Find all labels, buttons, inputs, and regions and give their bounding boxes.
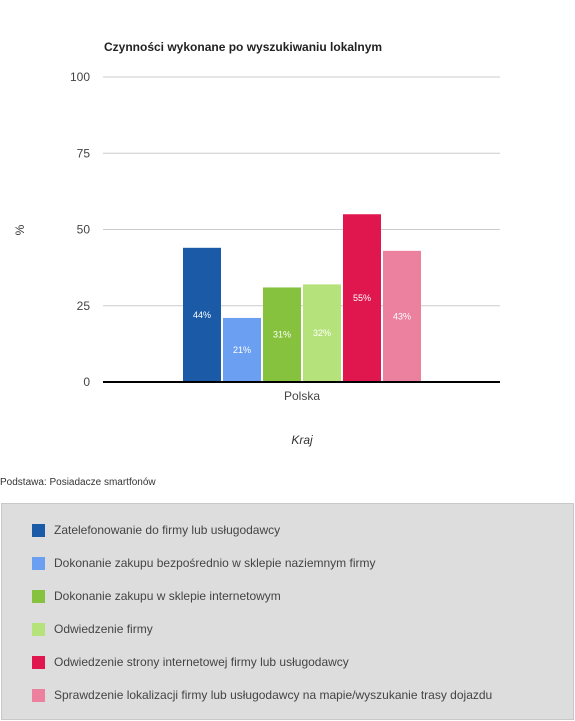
- legend-swatch: [32, 556, 45, 570]
- bar: [383, 250, 421, 382]
- data-labels: 44% 21% 31% 32% 55% 43%: [193, 293, 411, 355]
- bar: [263, 287, 301, 382]
- chart: Czynności wykonane po wyszukiwaniu lokal…: [13, 40, 500, 447]
- legend-label: Zatelefonowanie do firmy lub usługodawcy: [54, 523, 281, 537]
- y-tick-label: 0: [83, 375, 90, 389]
- y-tick-label: 75: [77, 146, 91, 160]
- x-tick-label: Polska: [284, 389, 320, 403]
- data-label: 44%: [193, 310, 211, 320]
- bar: [223, 317, 261, 382]
- y-tick-label: 100: [70, 70, 90, 84]
- legend-label: Odwiedzenie strony internetowej firmy lu…: [54, 655, 349, 669]
- y-tick-labels: 0 25 50 75 100: [70, 70, 90, 389]
- legend-label: Odwiedzenie firmy: [54, 622, 153, 636]
- legend-swatch: [32, 655, 45, 669]
- y-tick-label: 50: [77, 223, 91, 237]
- x-axis-title: Kraj: [291, 433, 313, 447]
- data-label: 31%: [273, 330, 291, 340]
- gridlines: [103, 76, 500, 307]
- legend-label: Sprawdzenie lokalizacji firmy lub usługo…: [54, 688, 493, 702]
- base-note: Podstawa: Posiadacze smartfonów: [0, 477, 156, 488]
- bars: [183, 214, 421, 382]
- legend-item: Zatelefonowanie do firmy lub usługodawcy: [32, 522, 280, 538]
- legend-item: Sprawdzenie lokalizacji firmy lub usługo…: [32, 687, 492, 703]
- legend-item: Odwiedzenie firmy: [32, 621, 153, 637]
- bar: [343, 214, 381, 382]
- legend-item: Odwiedzenie strony internetowej firmy lu…: [32, 654, 349, 670]
- legend-label: Dokonanie zakupu bezpośrednio w sklepie …: [54, 556, 376, 570]
- bar: [303, 284, 341, 382]
- y-tick-label: 25: [77, 299, 91, 313]
- legend-swatch: [32, 523, 45, 537]
- legend-label: Dokonanie zakupu w sklepie internetowym: [54, 589, 281, 603]
- legend: Zatelefonowanie do firmy lub usługodawcy…: [1, 503, 574, 720]
- legend-item: Dokonanie zakupu w sklepie internetowym: [32, 588, 281, 604]
- data-label: 55%: [353, 293, 371, 303]
- data-label: 43%: [393, 311, 411, 321]
- legend-swatch: [32, 688, 45, 702]
- chart-title: Czynności wykonane po wyszukiwaniu lokal…: [104, 40, 382, 54]
- legend-item: Dokonanie zakupu bezpośrednio w sklepie …: [32, 555, 376, 571]
- bar: [183, 247, 221, 382]
- legend-swatch: [32, 589, 45, 603]
- legend-swatch: [32, 622, 45, 636]
- data-label: 21%: [233, 345, 251, 355]
- y-axis-title: %: [13, 224, 27, 235]
- data-label: 32%: [313, 328, 331, 338]
